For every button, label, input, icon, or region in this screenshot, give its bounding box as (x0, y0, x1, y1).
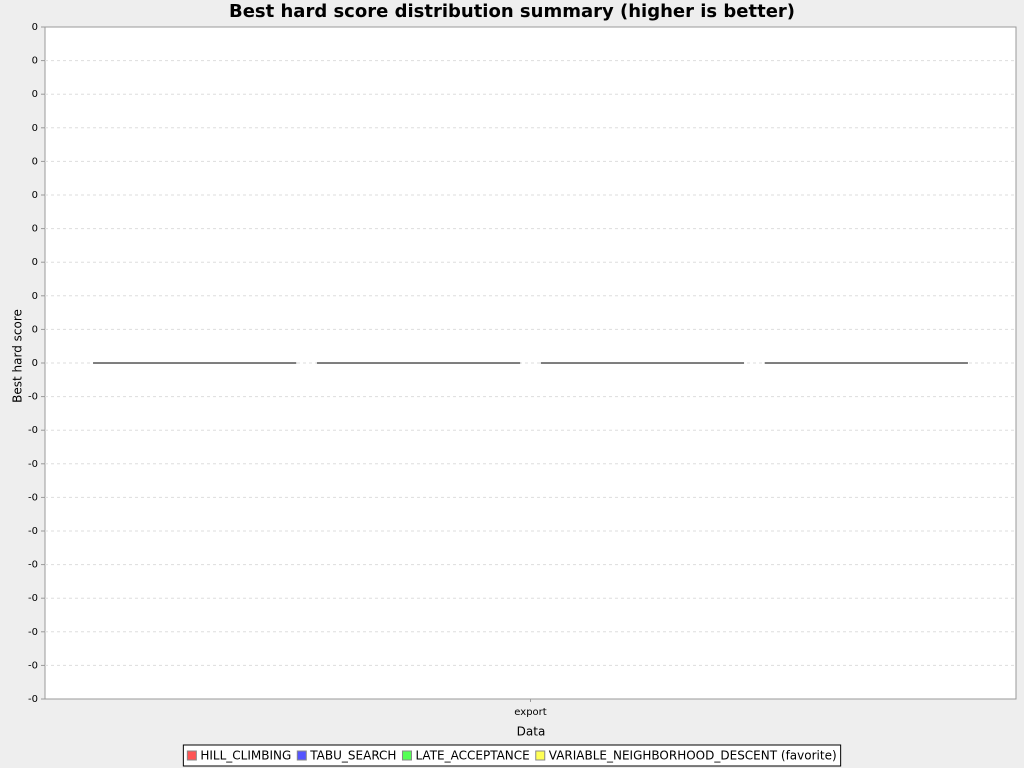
y-tick-label: 0 (32, 257, 38, 268)
y-tick-label: 0 (32, 291, 38, 302)
y-tick-label: -0 (28, 627, 38, 638)
y-tick-label: 0 (32, 324, 38, 335)
y-axis-label: Best hard score (11, 309, 25, 403)
legend (182, 744, 842, 767)
y-tick-label: 0 (32, 56, 38, 67)
legend-label: LATE_ACCEPTANCE (415, 749, 529, 763)
y-tick-label: 0 (32, 89, 38, 100)
x-tick-label: export (514, 707, 546, 718)
y-tick-label: -0 (28, 560, 38, 571)
legend-swatch (186, 750, 197, 761)
legend-swatch (535, 750, 546, 761)
chart-title: Best hard score distribution summary (hi… (229, 1, 795, 22)
y-tick-label: 0 (32, 156, 38, 167)
legend-label: HILL_CLIMBING (200, 749, 291, 763)
y-tick-label: 0 (32, 190, 38, 201)
y-tick-label: -0 (28, 459, 38, 470)
y-tick-label: -0 (28, 425, 38, 436)
y-tick-label: -0 (28, 593, 38, 604)
y-tick-label: 0 (32, 358, 38, 369)
y-tick-label: 0 (32, 123, 38, 134)
legend-label: TABU_SEARCH (309, 749, 396, 763)
y-tick-label: -0 (28, 526, 38, 537)
legend-label: VARIABLE_NEIGHBORHOOD_DESCENT (favorite) (549, 749, 837, 763)
y-tick-label: -0 (28, 694, 38, 705)
legend-swatch (296, 750, 307, 761)
y-tick-label: -0 (28, 392, 38, 403)
y-tick-label: -0 (28, 660, 38, 671)
y-tick-label: -0 (28, 492, 38, 503)
y-tick-label: 0 (32, 22, 38, 33)
y-tick-label: 0 (32, 224, 38, 235)
x-axis-label: Data (517, 725, 546, 739)
legend-swatch (401, 750, 412, 761)
